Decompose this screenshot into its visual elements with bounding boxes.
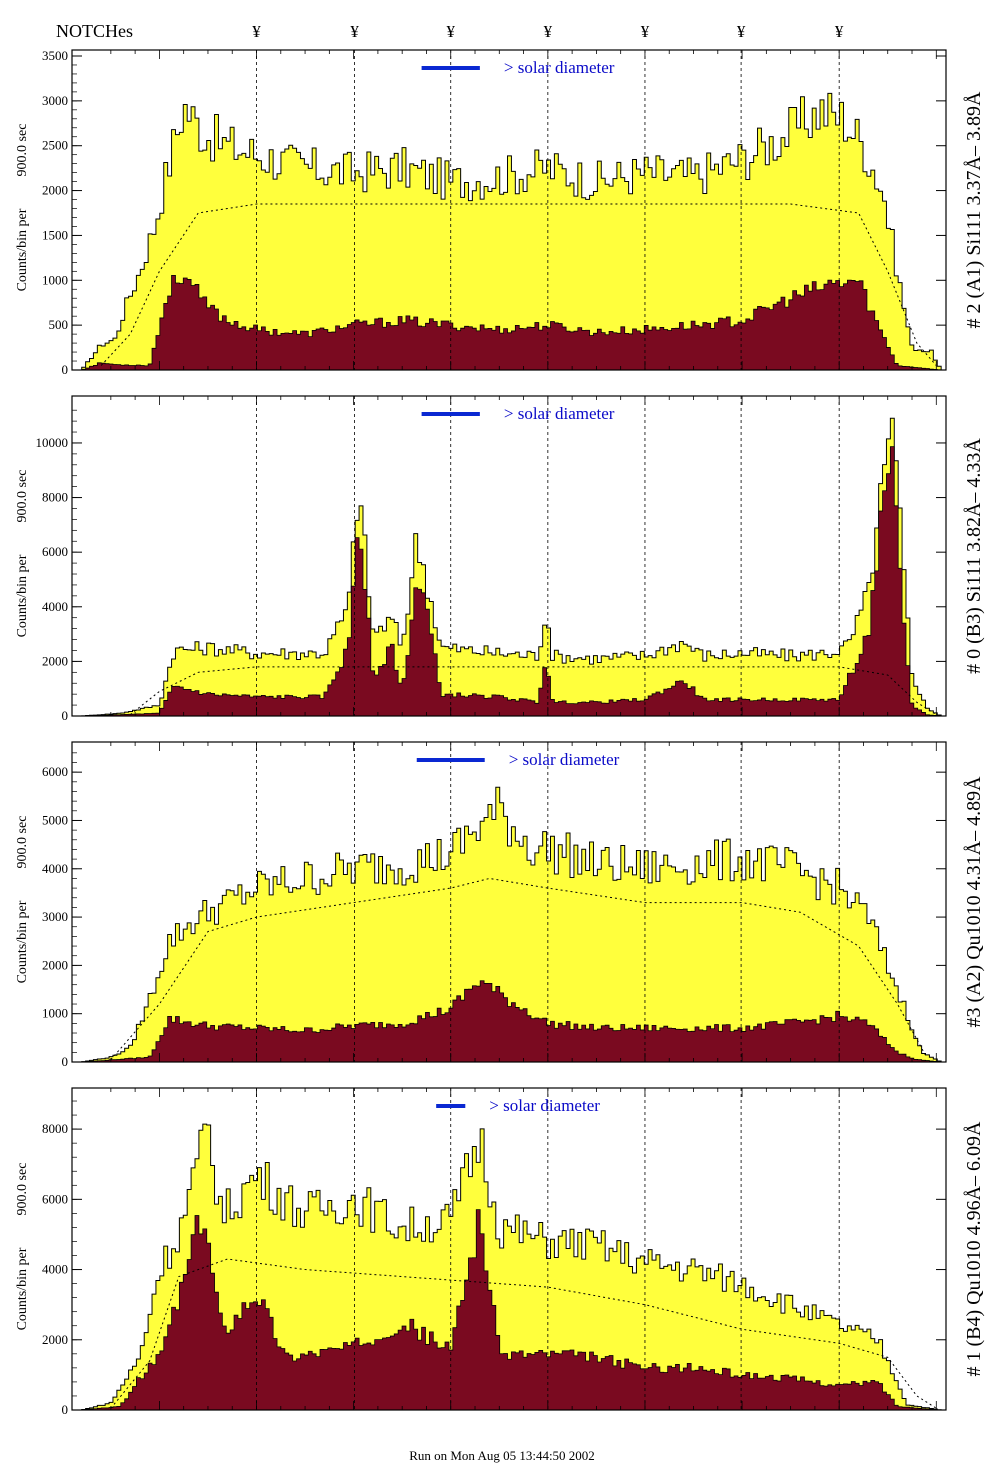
total-counts-histogram (81, 92, 942, 371)
y-tick-label: 6000 (42, 764, 68, 779)
y-tick-label: 500 (49, 317, 69, 332)
y-tick-label: 0 (62, 1054, 69, 1069)
panel-frame (71, 741, 947, 1063)
y-tick-label: 4000 (42, 1262, 68, 1277)
solar-diameter-label: > solar diameter (509, 750, 620, 769)
y-tick-label: 4000 (42, 861, 68, 876)
notches-title: NOTCHes (56, 21, 133, 41)
y-tick-label: 1000 (42, 1006, 68, 1021)
y-tick-label: 1000 (42, 272, 68, 287)
y-tick-label: 2000 (42, 653, 68, 668)
panel-frame (71, 49, 947, 371)
spectrum-panel: 0 1000 2000 3000 4000 5000 6000 Counts/bin per 9… (15, 741, 985, 1069)
spectrum-panel: 0 2000 4000 6000 8000 10000 Counts/bin per 900.… (15, 395, 985, 723)
y-axis-title: Counts/bin per (15, 900, 30, 983)
y-tick-label: 2000 (42, 957, 68, 972)
y-tick-label: 3000 (42, 93, 68, 108)
notch-marker: ¥ (641, 22, 650, 41)
y-tick-label: 5000 (42, 812, 68, 827)
panels: 0 500 1000 1500 2000 2500 3000 3500 Counts/bin p… (15, 48, 985, 1417)
detector-label: # 2 (A1) Si111 3.37Å– 3.89Å (963, 91, 985, 328)
y-axis-title: Counts/bin per (15, 554, 30, 637)
fit-curve (110, 1258, 937, 1409)
y-tick-label: 8000 (42, 1121, 68, 1136)
notch-marker: ¥ (252, 22, 261, 41)
y-axis-exposure: 900.0 sec (15, 1163, 30, 1216)
notch-marker: ¥ (350, 22, 359, 41)
run-timestamp: Run on Mon Aug 05 13:44:50 2002 (409, 1448, 595, 1463)
solar-diameter-label: > solar diameter (504, 58, 615, 77)
solar-diameter-label: > solar diameter (489, 1096, 600, 1115)
y-tick-label: 2000 (42, 1332, 68, 1347)
y-tick-label: 2000 (42, 183, 68, 198)
y-axis-exposure: 900.0 sec (15, 470, 30, 523)
spectrum-panel: 0 2000 4000 6000 8000 Counts/bin per 900.0 sec… (15, 1087, 985, 1417)
y-tick-label: 6000 (42, 1191, 68, 1206)
notch-marker: ¥ (544, 22, 553, 41)
y-tick-label: 2500 (42, 138, 68, 153)
y-axis-exposure: 900.0 sec (15, 124, 30, 177)
y-axis-exposure: 900.0 sec (15, 816, 30, 869)
notches-header: NOTCHes ¥ ¥ ¥ ¥ ¥ ¥ ¥ (56, 21, 844, 41)
total-counts-histogram (81, 1123, 942, 1411)
total-counts-histogram (81, 786, 942, 1063)
y-tick-label: 1500 (42, 227, 68, 242)
y-tick-label: 6000 (42, 544, 68, 559)
detector-label: #3 (A2) Qu1010 4.31Å– 4.89Å (963, 776, 985, 1028)
y-tick-label: 8000 (42, 490, 68, 505)
y-tick-label: 0 (62, 362, 69, 377)
notch-marker: ¥ (737, 22, 746, 41)
y-tick-label: 3000 (42, 909, 68, 924)
notch-marker: ¥ (835, 22, 844, 41)
spectrum-panel: 0 500 1000 1500 2000 2500 3000 3500 Counts/bin p… (15, 48, 985, 377)
panel-frame (71, 1087, 947, 1411)
y-axis-title: Counts/bin per (15, 1247, 30, 1330)
y-tick-label: 3500 (42, 48, 68, 63)
y-axis-title: Counts/bin per (15, 208, 30, 291)
peak-counts-histogram (81, 274, 942, 371)
notch-marker: ¥ (446, 22, 455, 41)
solar-diameter-label: > solar diameter (504, 404, 615, 423)
panel-frame (71, 395, 947, 717)
peak-counts-histogram (81, 446, 942, 717)
peak-counts-histogram (81, 1209, 942, 1411)
peak-counts-histogram (81, 980, 942, 1063)
y-tick-label: 10000 (36, 435, 69, 450)
y-tick-label: 4000 (42, 599, 68, 614)
y-tick-label: 0 (62, 1402, 69, 1417)
fit-curve (100, 203, 937, 366)
y-tick-label: 0 (62, 708, 69, 723)
detector-label: # 1 (B4) Qu1010 4.96Å– 6.09Å (963, 1121, 985, 1377)
detector-label: # 0 (B3) Si111 3.82Å– 4.33Å (963, 438, 985, 674)
